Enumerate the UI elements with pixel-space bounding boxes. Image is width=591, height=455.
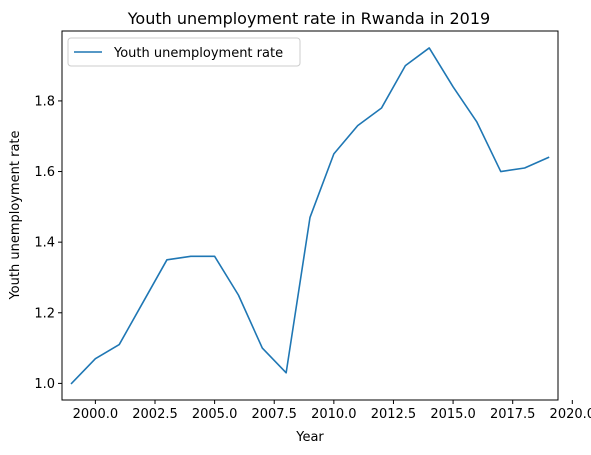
x-tick-label: 2015.0 (430, 407, 476, 422)
x-tick-label: 2017.5 (490, 407, 536, 422)
x-tick-label: 2002.5 (132, 407, 178, 422)
legend-box (67, 37, 301, 67)
y-tick-label: 1.0 (34, 377, 55, 392)
chart-title: Youth unemployment rate in Rwanda in 201… (127, 9, 490, 28)
y-tick-label: 1.8 (34, 94, 55, 109)
x-tick-label: 2012.5 (371, 407, 417, 422)
x-tick-label: 2007.5 (251, 407, 297, 422)
plot-area-frame (61, 30, 559, 401)
legend: Youth unemployment rate (67, 37, 301, 67)
y-axis-label: Youth unemployment rate (8, 130, 23, 300)
y-tick-label: 1.2 (34, 306, 55, 321)
x-tick-label: 2020.0 (550, 407, 591, 422)
y-tick-label: 1.6 (34, 165, 55, 180)
x-axis-label: Year (295, 430, 324, 445)
x-axis: 2000.0 2002.5 2005.0 2007.5 2010.0 2012.5 2015… (73, 400, 591, 422)
x-tick-label: 2010.0 (311, 407, 357, 422)
series-line (70, 47, 550, 385)
y-axis: 1.0 1.2 1.4 1.6 1.8 (34, 94, 62, 392)
legend-label: Youth unemployment rate (113, 46, 283, 61)
series-layer (70, 47, 550, 385)
x-tick-label: 2005.0 (192, 407, 238, 422)
y-tick-label: 1.4 (34, 236, 55, 251)
x-tick-label: 2000.0 (73, 407, 119, 422)
